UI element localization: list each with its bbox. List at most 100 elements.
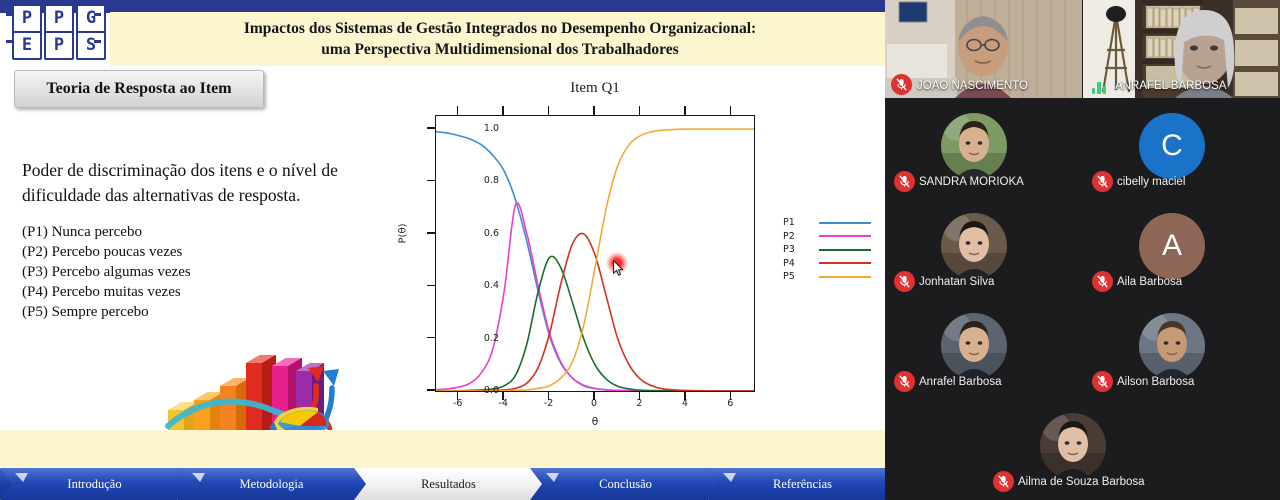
y-tick-label: 0.8 [483,175,499,187]
chart-title: Item Q1 [570,80,620,96]
legend-swatch [819,221,871,224]
nav-highlight-icon [15,473,28,482]
nav-item-introduo[interactable]: Introdução [0,468,188,500]
y-tick-mark [427,336,435,339]
x-tick-label: 0 [590,398,598,409]
legend-item-p3: P3 [783,243,878,257]
slide-section-nav[interactable]: Introdução Metodologia Resultados Conclusão… [0,468,885,500]
participant-tile[interactable]: C cibelly maciel [1083,100,1280,200]
slide-title-line-2: uma Perspectiva Multidimensional dos Tra… [321,41,679,58]
slide-bottom-band [0,430,885,470]
legend-item-p2: P2 [783,230,878,244]
video-tile-anrafel-barbosa[interactable]: ANRAFEL BARBOSA [1083,0,1280,98]
nav-item-label: Introdução [67,476,122,491]
slide-title-band [110,0,885,66]
chart-x-axis-label: θ [591,416,599,428]
response-option-2: (P2) Percebo poucas vezes [22,244,183,260]
x-tick-mark [684,391,686,400]
legend-label: P4 [783,257,795,269]
mic-muted-icon [894,371,915,392]
x-tick-label: 2 [636,398,643,409]
video-tile-joao-nascimento[interactable]: JOAO NASCIMENTO [885,0,1082,98]
chart-legend: P1 P2 P3 P4 P5 [783,216,878,284]
x-tick-mark [457,106,459,115]
response-option-4: (P4) Percebo muitas vezes [22,284,181,300]
slide-title-line-1: Impactos dos Sistemas de Gestão Integrad… [243,20,757,37]
x-tick-mark [684,106,686,115]
nav-item-concluso[interactable]: Conclusão [531,468,719,500]
participant-name: Anrafel Barbosa [919,376,1002,388]
avatar [941,313,1007,379]
y-tick-mark [427,389,435,391]
chart-series-p4 [436,232,754,391]
y-tick-label: 0.4 [483,280,499,292]
legend-label: P2 [783,230,795,242]
y-tick-mark [427,284,435,286]
x-tick-label: 4 [681,398,688,409]
x-tick-mark [593,391,595,400]
video-tile-name: ANRAFEL BARBOSA [1115,80,1227,92]
logo-letter: S [76,31,106,60]
participant-tile[interactable]: Ailma de Souza Barbosa [984,400,1181,500]
response-option-1: (P1) Nunca percebo [22,224,142,240]
participant-name: cibelly maciel [1117,176,1186,188]
participant-name: Aila Barbosa [1117,276,1183,288]
avatar: A [1139,213,1205,279]
x-tick-mark [457,391,459,400]
mic-muted-icon [1092,271,1113,292]
video-tile-name: JOAO NASCIMENTO [917,80,1028,92]
avatar [1040,413,1106,479]
logo-letter: G [76,4,106,33]
response-option-5: (P5) Sempre percebo [22,304,149,320]
y-tick-label: 0.2 [483,332,499,344]
legend-item-p4: P4 [783,257,878,271]
mic-muted-icon [894,171,915,192]
legend-label: P5 [783,271,795,283]
nav-item-referncias[interactable]: Referências [708,468,885,500]
x-tick-mark [638,106,641,115]
participant-tile[interactable]: SANDRA MORIOKA [885,100,1082,200]
y-tick-label: 1.0 [483,123,499,135]
x-tick-mark [729,106,731,115]
3d-bar-pie-chart-clipart [160,338,340,446]
participant-name: Ailma de Souza Barbosa [1018,476,1145,488]
mic-muted-icon [1092,371,1113,392]
x-tick-mark [502,391,504,400]
legend-swatch [819,248,871,251]
x-tick-mark [593,106,595,115]
click-highlight [606,252,628,274]
x-tick-label: -2 [543,398,554,409]
nav-item-label: Conclusão [599,476,652,491]
logo-letter: P [44,4,74,33]
y-tick-mark [427,127,435,129]
response-options-list: (P1) Nunca percebo (P2) Percebo poucas ve… [22,222,367,322]
x-tick-label: -4 [498,398,508,409]
chart-series-p1 [436,130,754,391]
section-heading-text: Teoria de Resposta ao Item [46,80,232,97]
nav-highlight-icon [723,473,736,482]
logo-letter: P [12,4,42,33]
legend-swatch [819,235,871,238]
y-tick-mark [427,232,435,234]
nav-item-metodologia[interactable]: Metodologia [177,468,365,500]
avatar [941,113,1007,179]
slide-title: Impactos dos Sistemas de Gestão Integrad… [130,18,870,60]
participant-tile[interactable]: Ailson Barbosa [1083,300,1280,400]
nav-item-resultados[interactable]: Resultados [354,468,542,500]
legend-swatch [819,275,871,278]
participant-tile[interactable]: Jonhatan Silva [885,200,1082,300]
chart-plot-area [435,115,755,392]
x-tick-mark [547,391,550,400]
chart-curves [436,128,754,391]
presentation-slide[interactable]: P P G E P S Impactos dos Sistemas de Ges… [0,0,885,500]
x-tick-mark [729,391,731,400]
y-tick-mark [427,179,435,182]
mouse-cursor [613,260,624,276]
participant-tile[interactable]: Anrafel Barbosa [885,300,1082,400]
section-heading-box: Teoria de Resposta ao Item [14,70,264,108]
participant-tile[interactable]: A Aila Barbosa [1083,200,1280,300]
x-tick-label: 6 [727,398,734,409]
participant-name: Ailson Barbosa [1117,376,1195,388]
logo-letter: E [12,31,42,60]
speaking-indicator-icon [1089,78,1109,94]
